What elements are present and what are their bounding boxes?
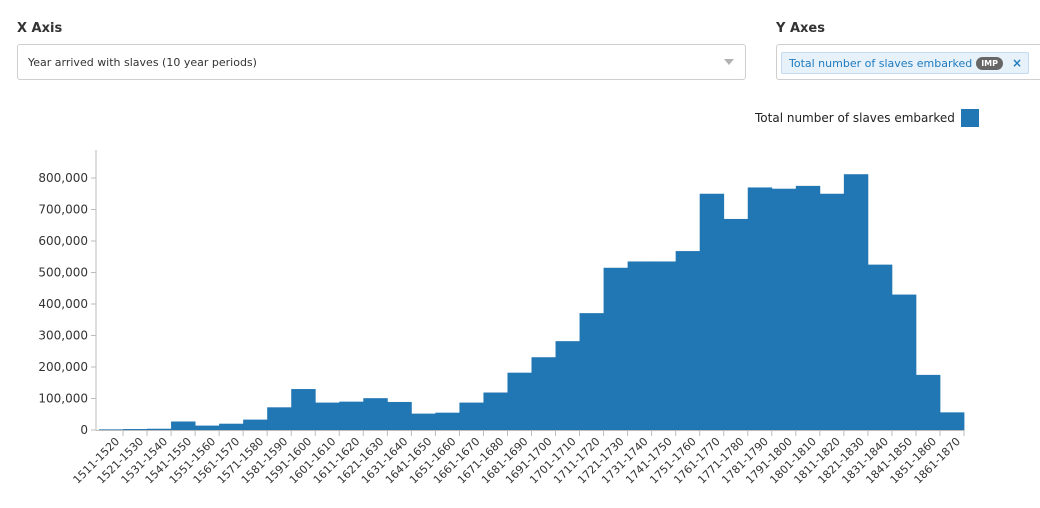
bar (291, 389, 316, 430)
y-tick-label: 500,000 (38, 266, 88, 280)
bar (723, 218, 749, 430)
bar (747, 187, 773, 430)
legend-swatch (960, 109, 979, 127)
bar (123, 429, 148, 430)
x-axis-select[interactable]: Year arrived with slaves (10 year period… (17, 44, 746, 80)
y-tick-label: 800,000 (38, 171, 88, 185)
bar (555, 341, 580, 430)
bar (147, 428, 172, 430)
bar (483, 392, 508, 430)
bar (387, 401, 412, 430)
bar (603, 267, 629, 430)
bar (411, 413, 436, 430)
chevron-down-icon[interactable] (724, 59, 734, 65)
bar (795, 185, 821, 430)
bar (867, 264, 893, 430)
y-tick-label: 700,000 (38, 203, 88, 217)
bar (939, 412, 965, 430)
bar (195, 425, 220, 430)
imp-badge: IMP (976, 56, 1004, 70)
bar (915, 374, 941, 430)
bar (699, 193, 725, 430)
bar (267, 407, 292, 430)
y-tick-label: 400,000 (38, 297, 88, 311)
bar (435, 412, 460, 430)
bar (531, 357, 556, 430)
y-axis-tag-label: Total number of slaves embarked (789, 56, 973, 70)
chart-legend: Total number of slaves embarked (755, 109, 979, 127)
x-axis-control-label: X Axis (17, 21, 63, 36)
bar (459, 402, 484, 430)
bar (891, 294, 917, 430)
bar (675, 251, 701, 430)
close-icon[interactable]: × (1012, 56, 1023, 70)
bar (99, 429, 124, 430)
y-tick-label: 0 (80, 423, 88, 437)
bar (315, 402, 340, 430)
y-tick-label: 300,000 (38, 329, 88, 343)
bar (243, 419, 268, 430)
y-tick-label: 200,000 (38, 360, 88, 374)
y-tick-label: 600,000 (38, 234, 88, 248)
bar (219, 423, 244, 430)
bar (339, 401, 364, 430)
y-axes-select[interactable]: Total number of slaves embarked IMP × (776, 44, 1040, 80)
x-axis-selected-value: Year arrived with slaves (10 year period… (28, 56, 257, 69)
bar (651, 261, 677, 430)
bar (363, 398, 388, 430)
y-tick-label: 100,000 (38, 392, 88, 406)
y-axis-tag: Total number of slaves embarked IMP × (781, 52, 1030, 74)
bar (771, 188, 797, 430)
bar (843, 174, 869, 430)
bar (171, 421, 196, 430)
bar (507, 372, 532, 430)
legend-label: Total number of slaves embarked (755, 111, 955, 125)
y-axes-control-label: Y Axes (776, 21, 825, 36)
bar (579, 313, 604, 430)
bar (819, 193, 845, 430)
bar (627, 261, 653, 430)
